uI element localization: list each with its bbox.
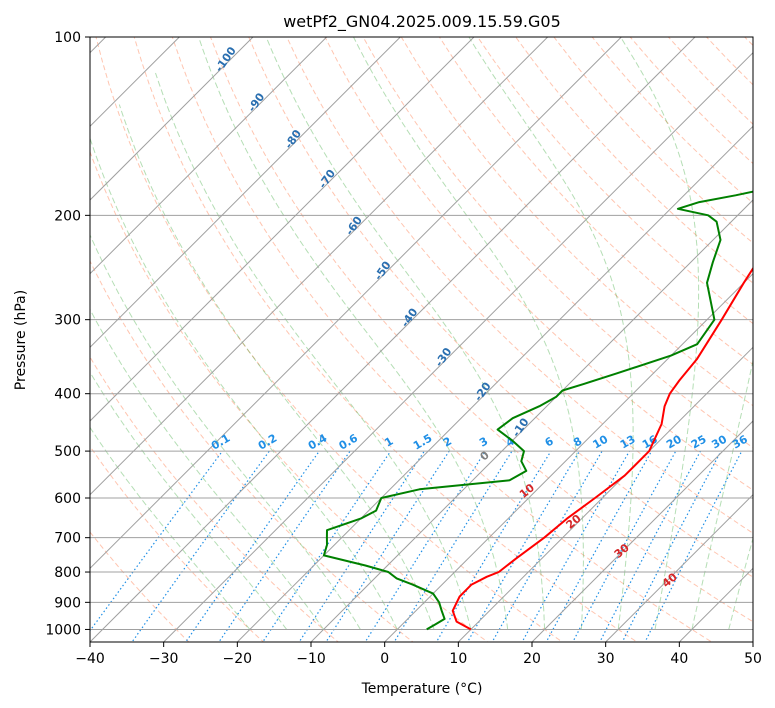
- chart-title: wetPf2_GN04.2025.009.15.59.G05: [283, 12, 561, 32]
- y-axis-ticks: 100 200 300 400 500 600 700 800 900 1000: [45, 30, 90, 638]
- moist-adiabat-line: [468, 37, 634, 630]
- moist-adiabat-line: [118, 104, 435, 630]
- dry-adiabat-line: [90, 259, 414, 642]
- isotherm-line: [457, 346, 753, 642]
- plot-frame: [89, 36, 754, 643]
- isotherm-line: [384, 272, 753, 642]
- y-tick-label: 400: [54, 387, 81, 403]
- isotherm-line: [90, 37, 475, 422]
- y-tick-label: 500: [54, 444, 81, 460]
- dewpoint-profile: [322, 190, 753, 631]
- moist-adiabat-line: [90, 371, 288, 630]
- background-lines: [90, 10, 775, 654]
- x-tick-label: 40: [670, 651, 688, 667]
- dry-adiabat-line: [209, 37, 753, 623]
- isotherm-line: [90, 37, 328, 275]
- moist-adiabat-line: [265, 37, 546, 630]
- x-tick-label: 20: [523, 651, 541, 667]
- dry-adiabat-line: [133, 37, 638, 642]
- x-tick-label: −10: [296, 651, 326, 667]
- moist-adiabat-line: [90, 233, 361, 630]
- dry-adiabat-line: [90, 531, 190, 642]
- moist-adiabat-line: [691, 358, 753, 630]
- x-tick-label: 10: [449, 651, 467, 667]
- dry-adiabat-line: [248, 37, 753, 578]
- temperature-profile: [451, 266, 753, 631]
- x-tick-label: 50: [744, 651, 762, 667]
- isotherm-line: [236, 125, 753, 642]
- moist-adiabat-line: [198, 37, 509, 630]
- isotherm-line: [90, 37, 254, 201]
- dry-adiabat-line: [400, 37, 753, 407]
- isotherm-line: [90, 37, 622, 570]
- x-axis-ticks: −40 −30 −20 −10 0 10 20 30 40 50: [75, 642, 762, 667]
- dry-adiabat-line: [171, 37, 713, 642]
- x-tick-label: −20: [223, 651, 253, 667]
- isotherm-line: [90, 37, 696, 642]
- isotherm-line: [605, 493, 753, 642]
- moist-adiabat-line: [90, 136, 398, 630]
- x-axis-label: Temperature (°C): [361, 681, 483, 697]
- dry-adiabat-line: [515, 37, 753, 284]
- dry-adiabat-line: [477, 37, 753, 325]
- y-tick-label: 900: [54, 595, 81, 611]
- isotherm-line: [531, 420, 753, 642]
- isotherm-line: [163, 51, 753, 642]
- y-tick-label: 100: [54, 30, 81, 46]
- dry-adiabat-line: [362, 37, 753, 449]
- y-tick-label: 200: [54, 208, 81, 224]
- dry-adiabat-line: [90, 445, 265, 642]
- isotherm-line: [310, 199, 753, 642]
- y-tick-label: 600: [54, 491, 81, 507]
- x-tick-label: 0: [380, 651, 389, 667]
- plot-background: [90, 37, 753, 642]
- dry-adiabat-line: [756, 10, 775, 654]
- isotherm-line: [752, 641, 753, 642]
- x-tick-label: 30: [597, 651, 615, 667]
- isotherm-line: [90, 37, 549, 496]
- isotherm-line: [90, 37, 401, 349]
- moist-adiabat-line: [353, 37, 584, 630]
- moist-adiabat-line: [620, 37, 700, 630]
- profile-lines: [322, 190, 753, 631]
- y-tick-label: 800: [54, 565, 81, 581]
- x-tick-label: −40: [75, 651, 105, 667]
- moist-adiabat-line: [90, 426, 251, 630]
- moist-adiabat-line: [90, 308, 324, 630]
- y-tick-label: 700: [54, 531, 81, 547]
- y-tick-label: 300: [54, 313, 81, 329]
- dry-adiabat-line: [95, 37, 564, 642]
- y-tick-label: 1000: [45, 622, 81, 638]
- x-tick-label: −30: [149, 651, 179, 667]
- y-axis-label: Pressure (hPa): [13, 290, 29, 390]
